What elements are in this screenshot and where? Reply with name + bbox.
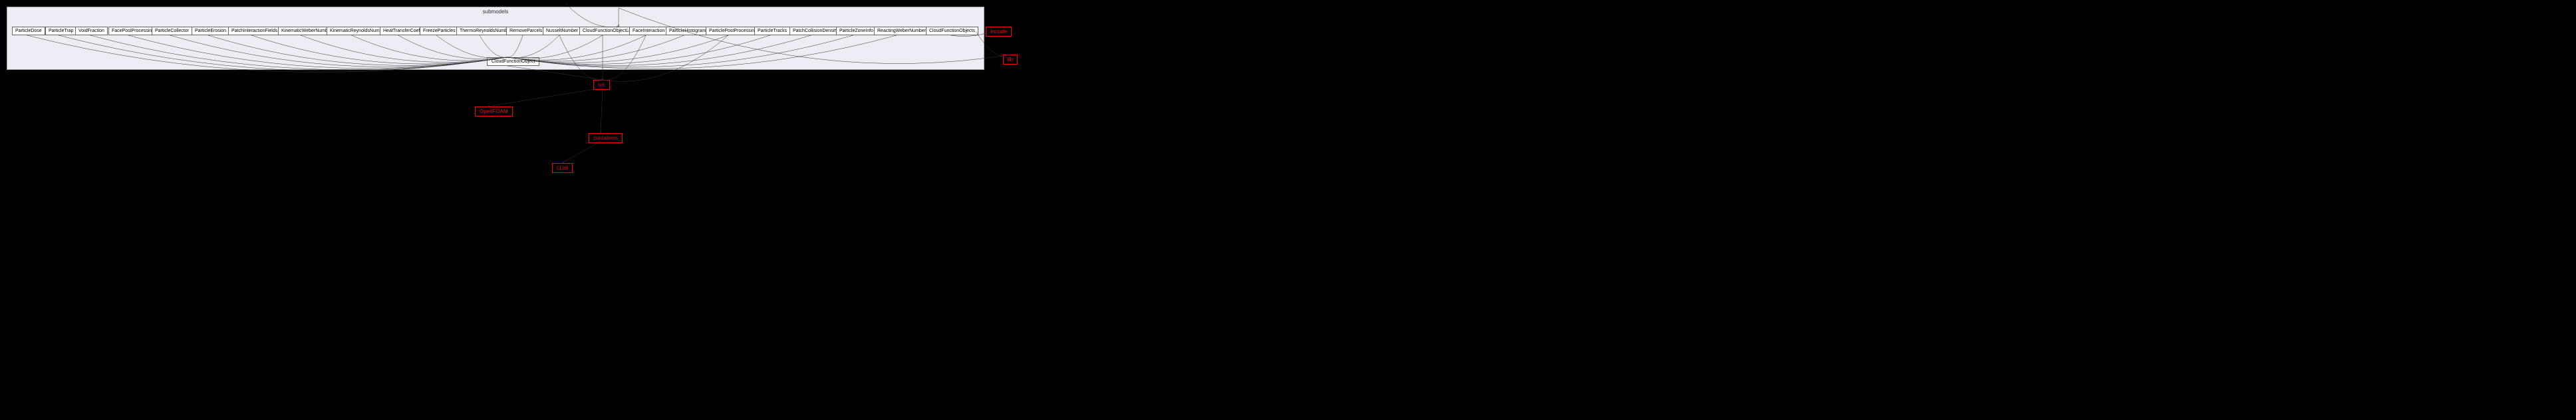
rednode-src[interactable]: src — [593, 80, 610, 90]
node-nusseltnumber[interactable]: NusseltNumber — [543, 27, 581, 35]
node-particlepostprocessing[interactable]: ParticlePostProcessing — [706, 27, 760, 35]
node-particlehistogram[interactable]: ParticleHistogram — [666, 27, 709, 35]
node-facepostprocessing[interactable]: FacePostProcessing — [108, 27, 158, 35]
node-particlecollector[interactable]: ParticleCollector — [152, 27, 192, 35]
rednode-containers[interactable]: containers — [589, 133, 623, 143]
node-cloudfunctionobjectlist[interactable]: CloudFunctionObjectList — [579, 27, 637, 35]
node-particledose[interactable]: ParticleDose — [12, 27, 45, 35]
container-label: submodels — [483, 9, 509, 15]
node-faceinteraction[interactable]: FaceInteraction — [629, 27, 668, 35]
node-removeparcels[interactable]: RemoveParcels — [506, 27, 545, 35]
node-cloudfunctionobject[interactable]: CloudFunctionObject — [487, 57, 539, 66]
node-voidfraction[interactable]: VoidFraction — [75, 27, 108, 35]
node-freezeparticles[interactable]: FreezeParticles — [420, 27, 459, 35]
node-patchcollisiondensity[interactable]: PatchCollisionDensity — [789, 27, 841, 35]
node-patchinteractionfields[interactable]: PatchInteractionFields — [228, 27, 281, 35]
rednode-include[interactable]: include — [986, 27, 1012, 37]
rednode-llist[interactable]: LList — [552, 163, 573, 173]
node-particletrap[interactable]: ParticleTrap — [45, 27, 76, 35]
node-particletracks[interactable]: ParticleTracks — [754, 27, 790, 35]
node-cloudfunctionobjects[interactable]: CloudFunctionObjects — [926, 27, 978, 35]
rednode-lib[interactable]: lib — [1003, 55, 1018, 65]
node-reactingwebernumber[interactable]: ReactingWeberNumber — [874, 27, 929, 35]
node-particlezoneinfo[interactable]: ParticleZoneInfo — [836, 27, 877, 35]
node-heattransfercoeff[interactable]: HeatTransferCoeff — [380, 27, 424, 35]
node-particleerosion[interactable]: ParticleErosion — [192, 27, 229, 35]
rednode-openfoam[interactable]: OpenFOAM — [475, 106, 513, 116]
